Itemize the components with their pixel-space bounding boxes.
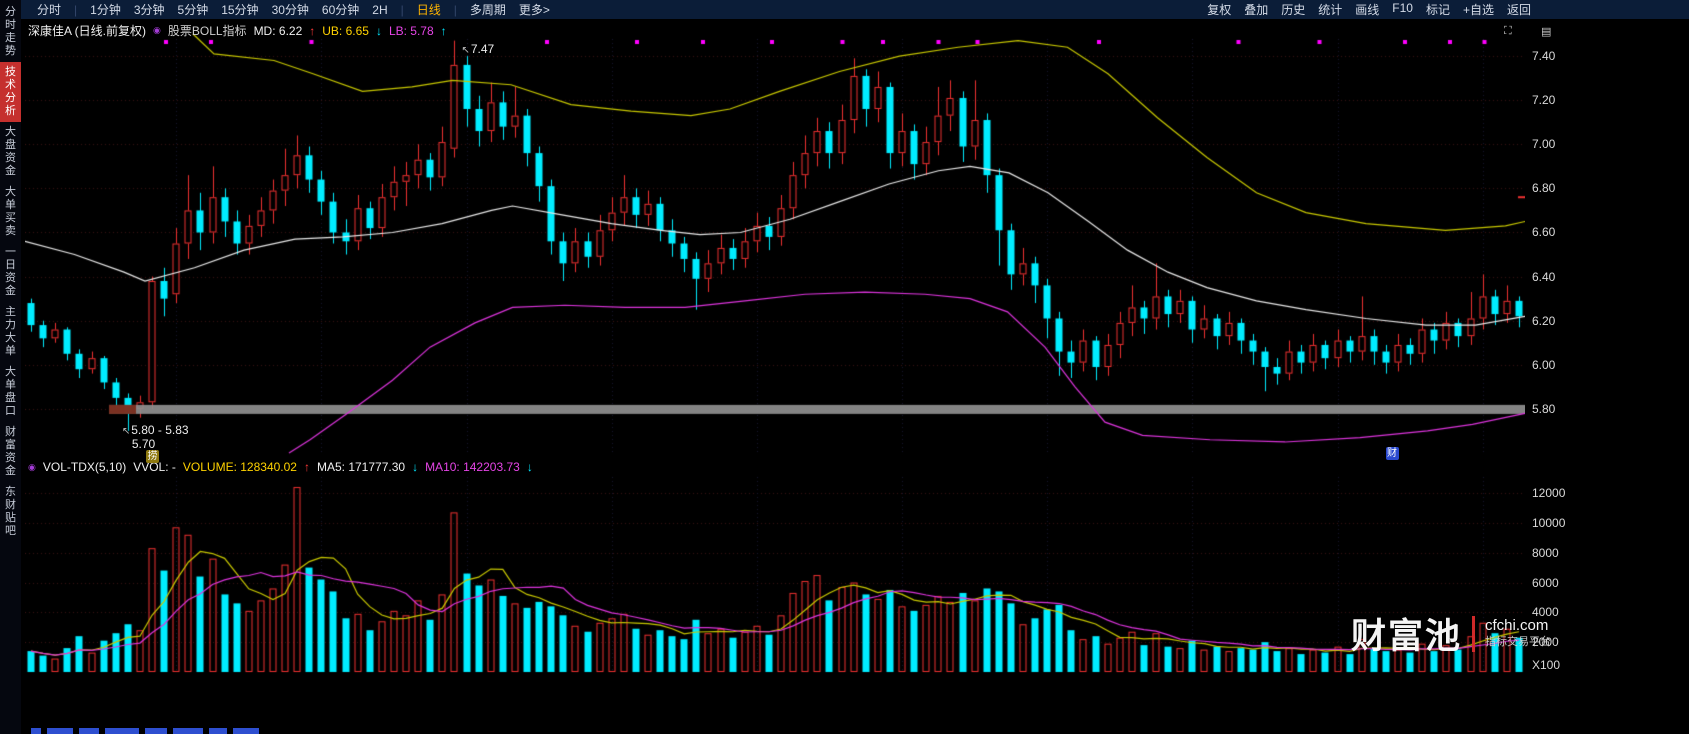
low-price-annotation: 5.70 (132, 437, 155, 451)
toolbar-action[interactable]: 叠加 (1244, 3, 1269, 17)
clipped-text-fragment (209, 728, 227, 734)
period-tab[interactable]: 15分钟 (221, 3, 259, 17)
sidebar-item-7[interactable]: 大 单 盘 口 (5, 366, 16, 417)
price-axis-label: 7.40 (1532, 49, 1556, 64)
volume-axis-label: 12000 (1532, 486, 1566, 500)
toolbar-action[interactable]: 历史 (1281, 3, 1306, 17)
clipped-text-fragment (105, 728, 139, 734)
toolbar-action[interactable]: 标记 (1425, 3, 1450, 17)
lower-filler (21, 680, 1689, 726)
volume-axis-label: 10000 (1532, 515, 1566, 530)
expand-icon[interactable]: ⛶ (1504, 25, 1512, 37)
toolbar-action[interactable]: +自选 (1462, 3, 1494, 17)
band-range-label: 5.80 - 5.83 (131, 422, 189, 437)
toolbar-divider: | (453, 2, 457, 17)
sidebar-item-2[interactable]: 技 术 分 析 (0, 62, 21, 122)
band-range-annotation: ↖5.80 - 5.83 (122, 423, 189, 437)
annotation-arrow-icon: ↖ (461, 44, 470, 56)
period-tab[interactable]: 5分钟 (177, 3, 209, 17)
toolbar: 分时 | 1分钟 3分钟 5分钟 15分钟 30分钟 60分钟 2H | 日线 | 多周期 更多> 复权叠… (21, 0, 1689, 19)
volume-chart-canvas[interactable] (25, 457, 1525, 680)
toolbar-divider: | (74, 2, 78, 17)
price-axis-label: 7.00 (1532, 137, 1556, 152)
period-tab[interactable]: 多周期 (469, 3, 506, 17)
period-tab[interactable]: 3分钟 (133, 3, 165, 17)
panel-icon[interactable]: ▤ (1541, 26, 1552, 38)
volume-axis-label: 6000 (1532, 575, 1559, 590)
price-axis-label: 6.80 (1532, 181, 1556, 196)
toolbar-action[interactable]: 返回 (1506, 3, 1531, 17)
sidebar-item-6[interactable]: 主 力 大 单 (5, 306, 16, 357)
volume-unit-label: X100 (1532, 658, 1561, 672)
high-price-label: 7.47 (470, 41, 495, 56)
toolbar-action[interactable]: 复权 (1207, 3, 1232, 17)
period-tab[interactable]: 1分钟 (90, 3, 121, 17)
period-tab[interactable]: 30分钟 (271, 3, 309, 17)
sidebar-item-4[interactable]: 大 单 买 卖 (5, 186, 16, 237)
clipped-text-fragment (233, 728, 259, 734)
price-axis-label: 6.20 (1532, 313, 1556, 328)
volume-axis-label: 8000 (1532, 545, 1559, 560)
clipped-indicator-header (21, 726, 1689, 734)
toolbar-actions: 复权 叠加 历史 统计 画线 F10 标记 +自选 返回 (1207, 1, 1689, 18)
high-price-annotation: ↖7.47 (461, 42, 494, 56)
price-chart-canvas[interactable] (25, 19, 1525, 457)
toolbar-action[interactable]: 画线 (1355, 3, 1380, 17)
period-tab[interactable]: 日线 (416, 3, 441, 17)
volume-axis-label: 4000 (1532, 605, 1559, 620)
volume-axis-label: 2000 (1532, 635, 1559, 650)
period-tab[interactable]: 分时 (37, 3, 62, 17)
toolbar-action[interactable]: F10 (1392, 1, 1413, 15)
volume-pane: ◉ VOL-TDX(5,10) VVOL: - VOLUME: 128340.0… (21, 457, 1689, 680)
price-pane: 深康佳A (日线.前复权) ◉ 股票BOLL指标 MD: 6.22 ↑ UB: 6… (21, 19, 1689, 463)
clipped-text-fragment (145, 728, 167, 734)
sidebar-item-3[interactable]: 大 盘 资 金 (5, 126, 16, 177)
period-tab[interactable]: 60分钟 (321, 3, 360, 17)
left-nav: 分 时 走 势技 术 分 析大 盘 资 金大 单 买 卖一 日 资 金主 力 大… (0, 0, 21, 734)
marker-badge-cai: 财 (1385, 446, 1399, 460)
price-axis-label: 5.80 (1532, 401, 1556, 416)
clipped-text-fragment (173, 728, 203, 734)
annotation-arrow-icon: ↖ (121, 425, 131, 437)
low-price-label: 5.70 (131, 436, 156, 451)
period-tabs: 分时 | 1分钟 3分钟 5分钟 15分钟 30分钟 60分钟 2H | 日线 | 多周期 更多> (21, 1, 1207, 18)
period-tab[interactable]: 更多> (518, 3, 550, 17)
period-tab[interactable]: 2H (372, 2, 388, 17)
price-axis-label: 6.40 (1532, 269, 1556, 284)
price-axis-label: 6.60 (1532, 225, 1556, 240)
sidebar-item-8[interactable]: 财 富 资 金 (5, 426, 16, 477)
price-axis-label: 7.20 (1532, 93, 1556, 108)
sidebar-item-9[interactable]: 东 财 贴 吧 (5, 486, 16, 537)
main-area: 分时 | 1分钟 3分钟 5分钟 15分钟 30分钟 60分钟 2H | 日线 | 多周期 更多> 复权叠… (21, 0, 1689, 734)
price-axis-label: 6.00 (1532, 357, 1556, 372)
clipped-text-fragment (79, 728, 99, 734)
clipped-text-fragment (31, 728, 41, 734)
marker-badge-lao: 捞 (146, 449, 160, 463)
sidebar-item-1[interactable]: 分 时 走 势 (5, 6, 16, 57)
toolbar-divider: | (400, 2, 404, 17)
clipped-text-fragment (47, 728, 73, 734)
toolbar-action[interactable]: 统计 (1318, 3, 1343, 17)
sidebar-item-5[interactable]: 一 日 资 金 (5, 246, 16, 297)
